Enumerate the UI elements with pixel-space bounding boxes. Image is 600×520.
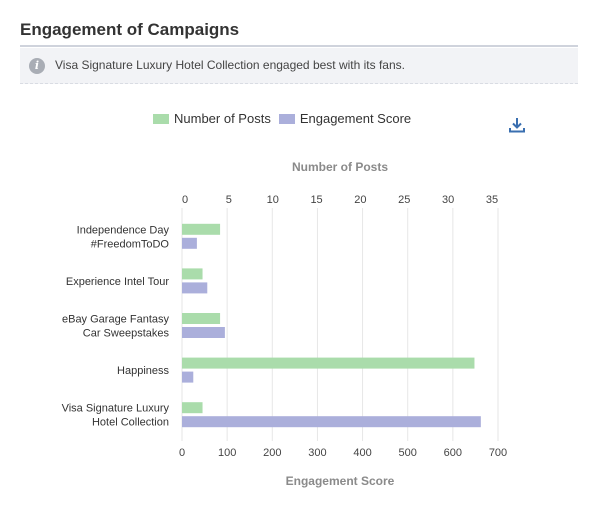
bar-posts[interactable] — [182, 268, 203, 280]
bar-engagement[interactable] — [182, 416, 481, 428]
top-tick-label: 10 — [267, 194, 279, 206]
insight-banner: i Visa Signature Luxury Hotel Collection… — [20, 48, 578, 84]
bottom-tick-label: 700 — [489, 447, 507, 459]
bottom-tick-label: 300 — [308, 447, 326, 459]
bottom-tick-label: 500 — [399, 447, 417, 459]
bar-posts[interactable] — [182, 357, 475, 369]
category-label: Happiness — [117, 365, 169, 377]
info-icon: i — [29, 58, 45, 74]
category-label: Hotel Collection — [92, 417, 169, 429]
chart-title: Engagement of Campaigns — [20, 20, 240, 39]
legend-swatch-engagement — [278, 113, 295, 124]
bar-posts[interactable] — [182, 402, 203, 414]
download-icon[interactable] — [508, 116, 526, 134]
bottom-tick-label: 200 — [263, 447, 281, 459]
top-tick-label: 35 — [486, 194, 498, 206]
top-tick-label: 20 — [354, 194, 366, 206]
bottom-tick-label: 0 — [179, 447, 185, 459]
bar-engagement[interactable] — [182, 327, 225, 338]
bar-engagement[interactable] — [182, 237, 197, 249]
bar-posts[interactable] — [182, 223, 221, 235]
bottom-axis-title: Engagement Score — [286, 474, 395, 488]
insight-text: Visa Signature Luxury Hotel Collection e… — [55, 58, 405, 72]
legend-swatch-posts — [153, 113, 169, 124]
legend-item-engagement[interactable]: Engagement Score — [278, 111, 412, 126]
top-tick-label: 0 — [182, 194, 188, 206]
top-axis-title: Number of Posts — [292, 160, 388, 174]
category-label: Visa Signature Luxury — [62, 403, 170, 415]
bottom-tick-label: 100 — [218, 447, 236, 459]
bottom-tick-label: 400 — [353, 447, 371, 459]
category-label: Experience Intel Tour — [66, 276, 169, 288]
bottom-tick-label: 600 — [444, 447, 462, 459]
bar-engagement[interactable] — [182, 371, 194, 383]
category-label: Independence Day — [77, 224, 170, 236]
top-tick-label: 5 — [226, 194, 232, 206]
category-label: Car Sweepstakes — [83, 328, 170, 340]
top-tick-label: 15 — [310, 194, 322, 206]
top-tick-label: 25 — [398, 194, 410, 206]
chart-legend: Number of Posts Engagement Score — [153, 111, 419, 126]
bar-posts[interactable] — [182, 313, 221, 324]
legend-item-posts[interactable]: Number of Posts — [153, 111, 271, 126]
top-tick-label: 30 — [442, 194, 454, 206]
category-label: #FreedomToDO — [91, 238, 170, 250]
title-divider — [20, 45, 578, 47]
legend-label-posts: Number of Posts — [174, 111, 271, 126]
category-label: eBay Garage Fantasy — [62, 314, 170, 326]
legend-label-engagement: Engagement Score — [299, 111, 412, 126]
bar-engagement[interactable] — [182, 282, 208, 294]
